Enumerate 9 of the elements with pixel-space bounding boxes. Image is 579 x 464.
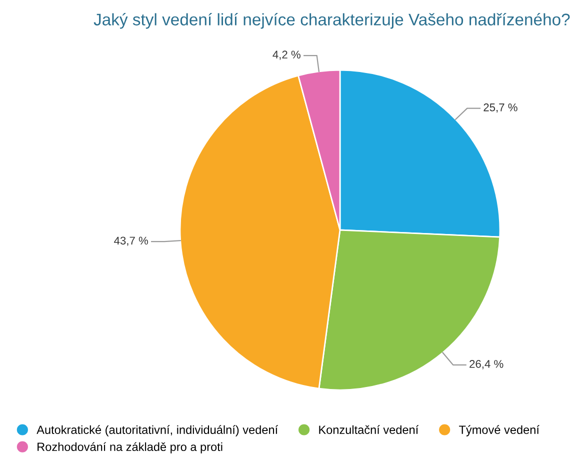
- data-label: 43,7 %: [114, 236, 148, 246]
- chart-title: Jaký styl vedení lidí nejvíce charakterizuje Vašeho nadřízeného?: [94, 13, 570, 29]
- data-label: 4,2 %: [272, 50, 300, 60]
- data-label: 25,7 %: [484, 103, 518, 113]
- data-label: 26,4 %: [470, 360, 504, 370]
- legend-label: Týmové vedení: [459, 425, 540, 436]
- legend-label: Konzultační vedení: [319, 425, 419, 434]
- legend-label: Autokratické (autoritativní, individuální) vedení: [36, 425, 278, 436]
- legend-label: Rozhodování na základě pro a proti: [38, 442, 222, 454]
